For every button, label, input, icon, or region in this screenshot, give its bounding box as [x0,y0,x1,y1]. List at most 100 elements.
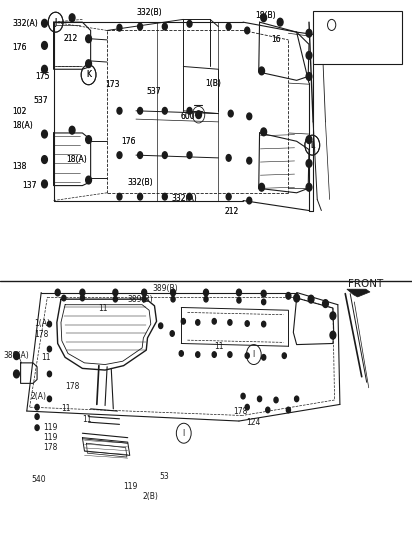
Circle shape [237,297,241,303]
Circle shape [196,320,200,325]
Circle shape [187,193,192,200]
Circle shape [228,352,232,357]
Text: 537: 537 [146,87,161,96]
Circle shape [47,371,52,377]
Text: 18(A): 18(A) [12,121,33,130]
Circle shape [42,130,47,138]
Circle shape [295,396,299,402]
Text: 11: 11 [214,342,224,351]
Text: 124: 124 [246,418,261,427]
Circle shape [323,300,328,307]
Circle shape [159,323,163,329]
Circle shape [171,289,176,296]
Polygon shape [325,13,334,32]
Text: J: J [54,18,57,27]
Circle shape [262,299,266,305]
Circle shape [245,353,249,358]
Text: 519: 519 [369,43,387,53]
Circle shape [187,20,192,27]
Circle shape [62,295,66,301]
Circle shape [117,24,122,31]
Circle shape [306,183,312,191]
Circle shape [80,289,85,296]
Text: 1(B): 1(B) [205,79,221,88]
Circle shape [245,404,249,410]
Text: 540: 540 [31,475,45,484]
Circle shape [204,289,208,296]
Text: 389(B): 389(B) [152,284,178,293]
Text: 16: 16 [271,35,281,44]
Circle shape [86,176,91,184]
Text: 332(A): 332(A) [12,19,38,28]
Circle shape [138,107,143,114]
Circle shape [259,67,265,75]
Circle shape [47,346,52,352]
Text: 119: 119 [123,482,137,491]
Circle shape [306,52,312,59]
Circle shape [306,73,312,80]
Circle shape [69,126,75,134]
Circle shape [142,289,147,296]
Text: 137: 137 [23,181,37,190]
Text: 537: 537 [146,87,161,96]
Circle shape [212,352,216,357]
Text: 138: 138 [12,162,27,171]
Bar [313,11,402,64]
Circle shape [212,319,216,324]
Text: 11: 11 [41,353,51,362]
Text: 176: 176 [12,43,27,52]
Circle shape [42,180,47,188]
Circle shape [35,404,39,410]
Circle shape [117,193,122,200]
Circle shape [282,353,286,358]
Text: J: J [54,18,57,27]
Text: I: I [253,350,255,359]
Polygon shape [347,289,370,297]
Circle shape [247,113,252,120]
Circle shape [86,35,91,43]
Text: 332(B): 332(B) [128,178,153,187]
Text: 389(B): 389(B) [128,295,153,304]
Circle shape [228,320,232,325]
Text: 332(A): 332(A) [171,194,197,203]
Circle shape [306,160,312,167]
Text: 389(A): 389(A) [3,351,29,360]
Text: 332(B): 332(B) [128,178,153,187]
Circle shape [274,397,278,403]
Text: 178: 178 [43,443,58,452]
Circle shape [35,414,39,419]
Circle shape [245,321,249,326]
Text: 175: 175 [35,72,49,81]
Circle shape [162,107,167,114]
Circle shape [171,296,175,302]
Text: 138: 138 [12,162,27,171]
Text: 102: 102 [12,107,27,116]
Text: 537: 537 [34,96,48,105]
Text: 332(A): 332(A) [12,19,38,28]
Text: 600: 600 [180,112,195,121]
Text: 11: 11 [82,416,92,424]
Text: 1(B): 1(B) [205,79,221,88]
Circle shape [196,352,200,357]
Text: 11: 11 [98,304,108,312]
Circle shape [286,407,290,413]
Circle shape [42,156,47,163]
Circle shape [55,289,60,296]
Text: 600: 600 [180,112,195,121]
Circle shape [181,319,185,324]
Circle shape [69,14,75,22]
Circle shape [117,107,122,114]
Text: 18(B): 18(B) [255,11,276,20]
Text: 176: 176 [12,43,27,52]
Circle shape [14,352,19,360]
Circle shape [187,152,192,158]
Text: 102: 102 [12,107,27,116]
Circle shape [261,128,267,136]
Text: L: L [310,141,314,150]
Text: 1(A): 1(A) [34,319,50,328]
Circle shape [306,29,312,37]
Circle shape [142,296,146,302]
Text: 11: 11 [61,404,70,413]
Text: 332(A): 332(A) [171,194,197,203]
Text: FRONT: FRONT [348,11,384,20]
